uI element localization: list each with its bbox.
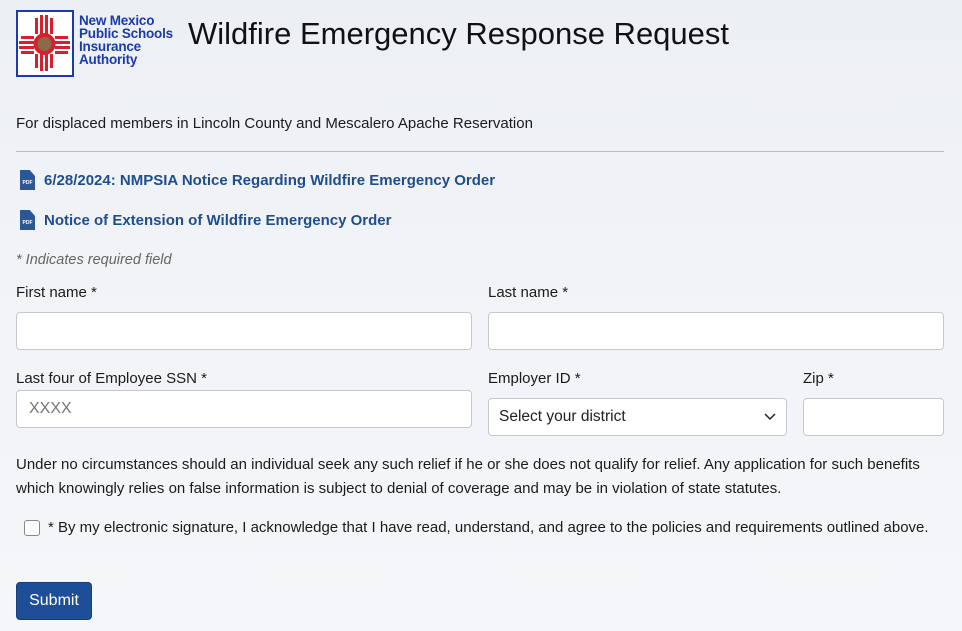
page-title: Wildfire Emergency Response Request (188, 16, 730, 51)
pdf-icon: PDF (20, 210, 35, 230)
agreement-checkbox[interactable] (24, 520, 40, 536)
agreement-label[interactable]: * By my electronic signature, I acknowle… (48, 519, 929, 536)
last-name-input[interactable] (488, 312, 944, 350)
first-name-label: First name * (16, 284, 97, 301)
last-name-label: Last name * (488, 284, 569, 301)
zip-input[interactable] (803, 398, 944, 436)
nmpsia-logo[interactable]: New Mexico Public Schools Insurance Authori… (16, 10, 176, 78)
select-value: Select your district (499, 408, 626, 425)
zip-label: Zip * (803, 370, 834, 387)
zia-sun-logo-icon (16, 10, 74, 77)
ssn-label: Last four of Employee SSN * (16, 370, 207, 387)
first-name-input[interactable] (16, 312, 472, 350)
link-label: 6/28/2024: NMPSIA Notice Regarding Wildf… (44, 171, 496, 189)
ssn-input[interactable] (16, 390, 472, 428)
submit-button[interactable]: Submit (16, 582, 92, 620)
required-note: * Indicates required field (16, 252, 172, 268)
link-extension-notice[interactable]: PDF Notice of Extension of Wildfire Emer… (20, 210, 391, 230)
page-subtitle: For displaced members in Lincoln County … (16, 115, 533, 132)
chevron-down-icon (764, 413, 776, 421)
pdf-icon: PDF (20, 170, 35, 190)
link-label: Notice of Extension of Wildfire Emergenc… (44, 211, 392, 229)
logo-wordmark: New Mexico Public Schools Insurance Authori… (79, 13, 173, 67)
divider (16, 151, 944, 152)
employer-id-select[interactable]: Select your district (488, 398, 787, 436)
disclaimer-text: Under no circumstances should an individ… (16, 456, 920, 497)
link-nmpsia-notice[interactable]: PDF 6/28/2024: NMPSIA Notice Regarding W… (20, 170, 495, 190)
employer-id-label: Employer ID * (488, 370, 581, 387)
